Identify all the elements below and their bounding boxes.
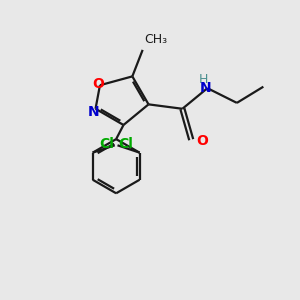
Text: Cl: Cl bbox=[99, 137, 114, 151]
Text: CH₃: CH₃ bbox=[144, 33, 167, 46]
Text: N: N bbox=[200, 81, 212, 94]
Text: Cl: Cl bbox=[118, 137, 133, 151]
Text: H: H bbox=[199, 74, 208, 86]
Text: O: O bbox=[92, 77, 104, 91]
Text: O: O bbox=[196, 134, 208, 148]
Text: N: N bbox=[88, 105, 100, 119]
